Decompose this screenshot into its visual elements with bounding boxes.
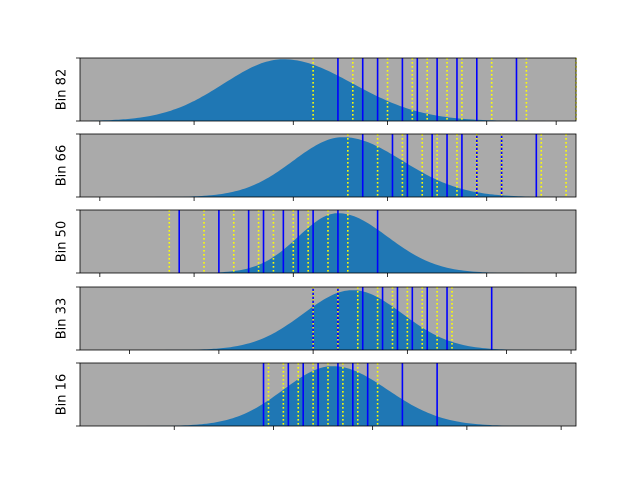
subplot-panel-5: Bin 16 — [55, 362, 577, 430]
panel-frame — [79, 209, 577, 274]
subplot-panel-1: Bin 82 — [55, 57, 577, 125]
panel-frame — [79, 362, 577, 427]
y-axis-label: Bin 82 — [55, 69, 70, 110]
density-area — [89, 59, 567, 121]
panel-frame — [79, 57, 577, 122]
y-axis-label: Bin 33 — [55, 298, 70, 339]
panel-frame — [79, 286, 577, 351]
y-axis-label: Bin 16 — [55, 374, 70, 415]
density-area — [89, 137, 567, 197]
panel-frame — [79, 133, 577, 198]
subplot-panel-2: Bin 66 — [55, 133, 577, 201]
subplot-panel-3: Bin 50 — [55, 209, 577, 277]
y-axis-label: Bin 50 — [55, 221, 70, 262]
density-area — [89, 290, 567, 350]
subplot-panel-4: Bin 33 — [55, 286, 577, 354]
y-axis-label: Bin 66 — [55, 145, 70, 186]
